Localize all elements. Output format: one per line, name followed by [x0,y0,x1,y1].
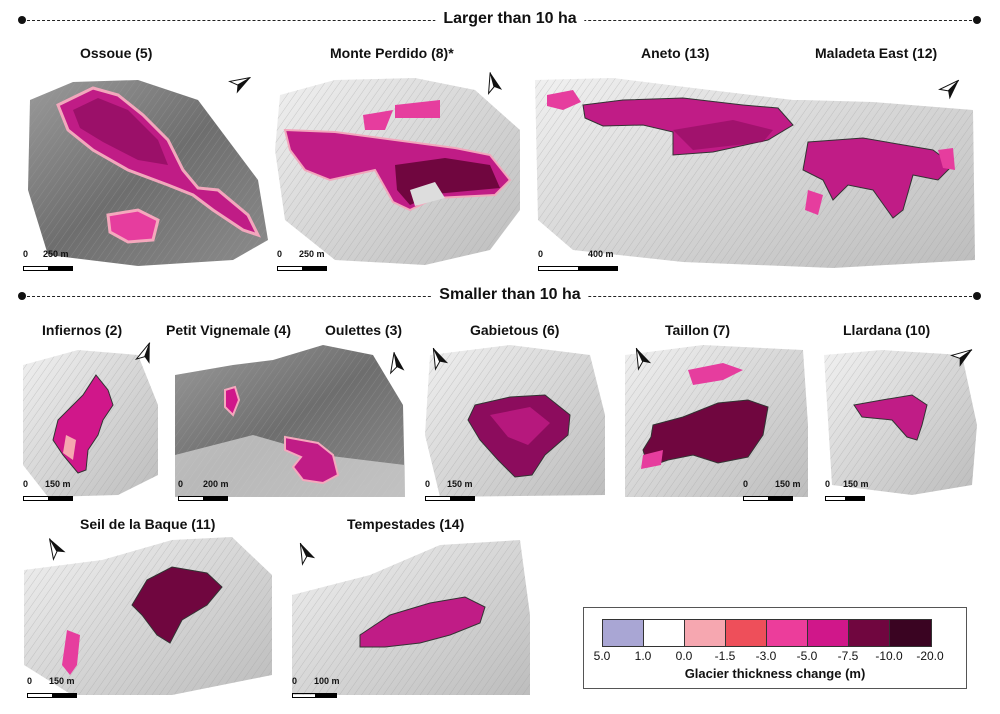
scale-label: 150 m [775,479,801,489]
scale-bar-tempestades: 0 100 m [292,676,352,709]
north-arrow-icon [135,340,157,365]
scale-label: 150 m [45,479,71,489]
scale-zero: 0 [27,676,33,686]
scale-zero: 0 [23,479,29,489]
legend-swatch [644,620,685,646]
legend-tick-label: 5.0 [593,649,611,663]
legend-swatch [685,620,726,646]
legend-swatch [767,620,808,646]
legend-title: Glacier thickness change (m) [684,666,866,681]
section-title-small: Smaller than 10 ha [431,286,589,304]
scale-bar-infiernos: 0 150 m [23,479,83,512]
legend-tick-label: -3.0 [755,649,777,663]
north-arrow-icon [951,343,976,368]
map-aneto-maladeta: 0 400 m [533,70,978,271]
panel-title-petit-vignemale: Petit Vignemale (4) [166,322,292,338]
panel-title-llardana: Llardana (10) [843,322,931,338]
scale-bar-seil-de-la-baque: 0 150 m [27,676,87,709]
legend-swatch [808,620,849,646]
scale-zero: 0 [538,249,544,259]
divider-dot-left [18,292,26,300]
divider-dot-left [18,16,26,24]
north-arrow-icon [629,345,652,370]
scale-label: 250 m [43,249,69,259]
legend-tick-label: 0.0 [675,649,693,663]
north-arrow-icon [426,345,449,370]
panel-title-seil-de-la-baque: Seil de la Baque (11) [80,516,216,532]
panel-title-maladeta-east: Maladeta East (12) [815,45,938,61]
legend-tick-label: -1.5 [714,649,736,663]
legend-swatch [890,620,931,646]
panel-title-oulettes: Oulettes (3) [325,322,403,338]
scale-label: 250 m [299,249,325,259]
scale-zero: 0 [425,479,431,489]
panel-title-taillon: Taillon (7) [665,322,731,338]
panel-title-gabietous: Gabietous (6) [470,322,560,338]
map-tempestades: 0 100 m [290,535,535,700]
section-divider-large: Larger than 10 ha [18,10,981,28]
north-arrow-icon [293,540,316,565]
scale-zero: 0 [178,479,184,489]
legend-swatch [603,620,644,646]
map-llardana: 0 150 m [822,343,980,501]
color-legend: 5.0 1.0 0.0 -1.5 -3.0 -5.0 -7.5 -10.0 -20.0 Glac… [583,607,967,689]
panel-title-aneto: Aneto (13) [641,45,710,61]
divider-dot-right [973,292,981,300]
legend-tick-label: -10.0 [875,649,903,663]
map-gabietous: 0 150 m [420,345,610,501]
scale-label: 200 m [203,479,229,489]
panel-title-monte-perdido: Monte Perdido (8)* [330,45,454,61]
map-ossoue: 0 250 m [18,70,268,271]
scale-zero: 0 [292,676,298,686]
map-seil-de-la-baque: 0 150 m [22,535,277,700]
scale-label: 150 m [49,676,75,686]
section-divider-small: Smaller than 10 ha [18,286,981,304]
scale-label: 150 m [447,479,473,489]
map-infiernos: 0 150 m [18,340,163,501]
scale-bar-monte-perdido: 0 250 m [277,249,337,282]
scale-label: 100 m [314,676,340,686]
scale-zero: 0 [743,479,749,489]
scale-bar-llardana: 0 150 m [825,479,885,512]
scale-zero: 0 [825,479,831,489]
section-title-large: Larger than 10 ha [435,10,585,28]
legend-swatches [602,619,932,647]
north-arrow-icon [42,535,67,560]
scale-bar-aneto: 0 400 m [538,249,638,282]
legend-tick-label: -20.0 [916,649,944,663]
scale-label: 400 m [588,249,614,259]
map-monte-perdido: 0 250 m [275,70,525,271]
panel-title-ossoue: Ossoue (5) [80,45,153,61]
panel-title-tempestades: Tempestades (14) [347,516,465,532]
legend-swatch [849,620,890,646]
scale-bar-gabietous: 0 150 m [425,479,485,512]
scale-bar-ossoue: 0 250 m [23,249,83,282]
north-arrow-icon [229,70,254,95]
map-taillon: 0 150 m [623,345,813,501]
divider-dot-right [973,16,981,24]
north-arrow-icon [386,350,405,374]
map-petit-vignemale-oulettes: 0 200 m [173,345,408,501]
north-arrow-icon [939,75,964,100]
legend-swatch [726,620,767,646]
scale-bar-taillon: 0 150 m [743,479,808,512]
scale-bar-petit-vignemale: 0 200 m [178,479,238,512]
legend-tick-label: 1.0 [634,649,652,663]
legend-tick-label: -5.0 [796,649,818,663]
scale-label: 150 m [843,479,869,489]
scale-zero: 0 [23,249,29,259]
north-arrow-icon [482,70,503,95]
scale-zero: 0 [277,249,283,259]
legend-tick-label: -7.5 [837,649,859,663]
panel-title-infiernos: Infiernos (2) [42,322,123,338]
